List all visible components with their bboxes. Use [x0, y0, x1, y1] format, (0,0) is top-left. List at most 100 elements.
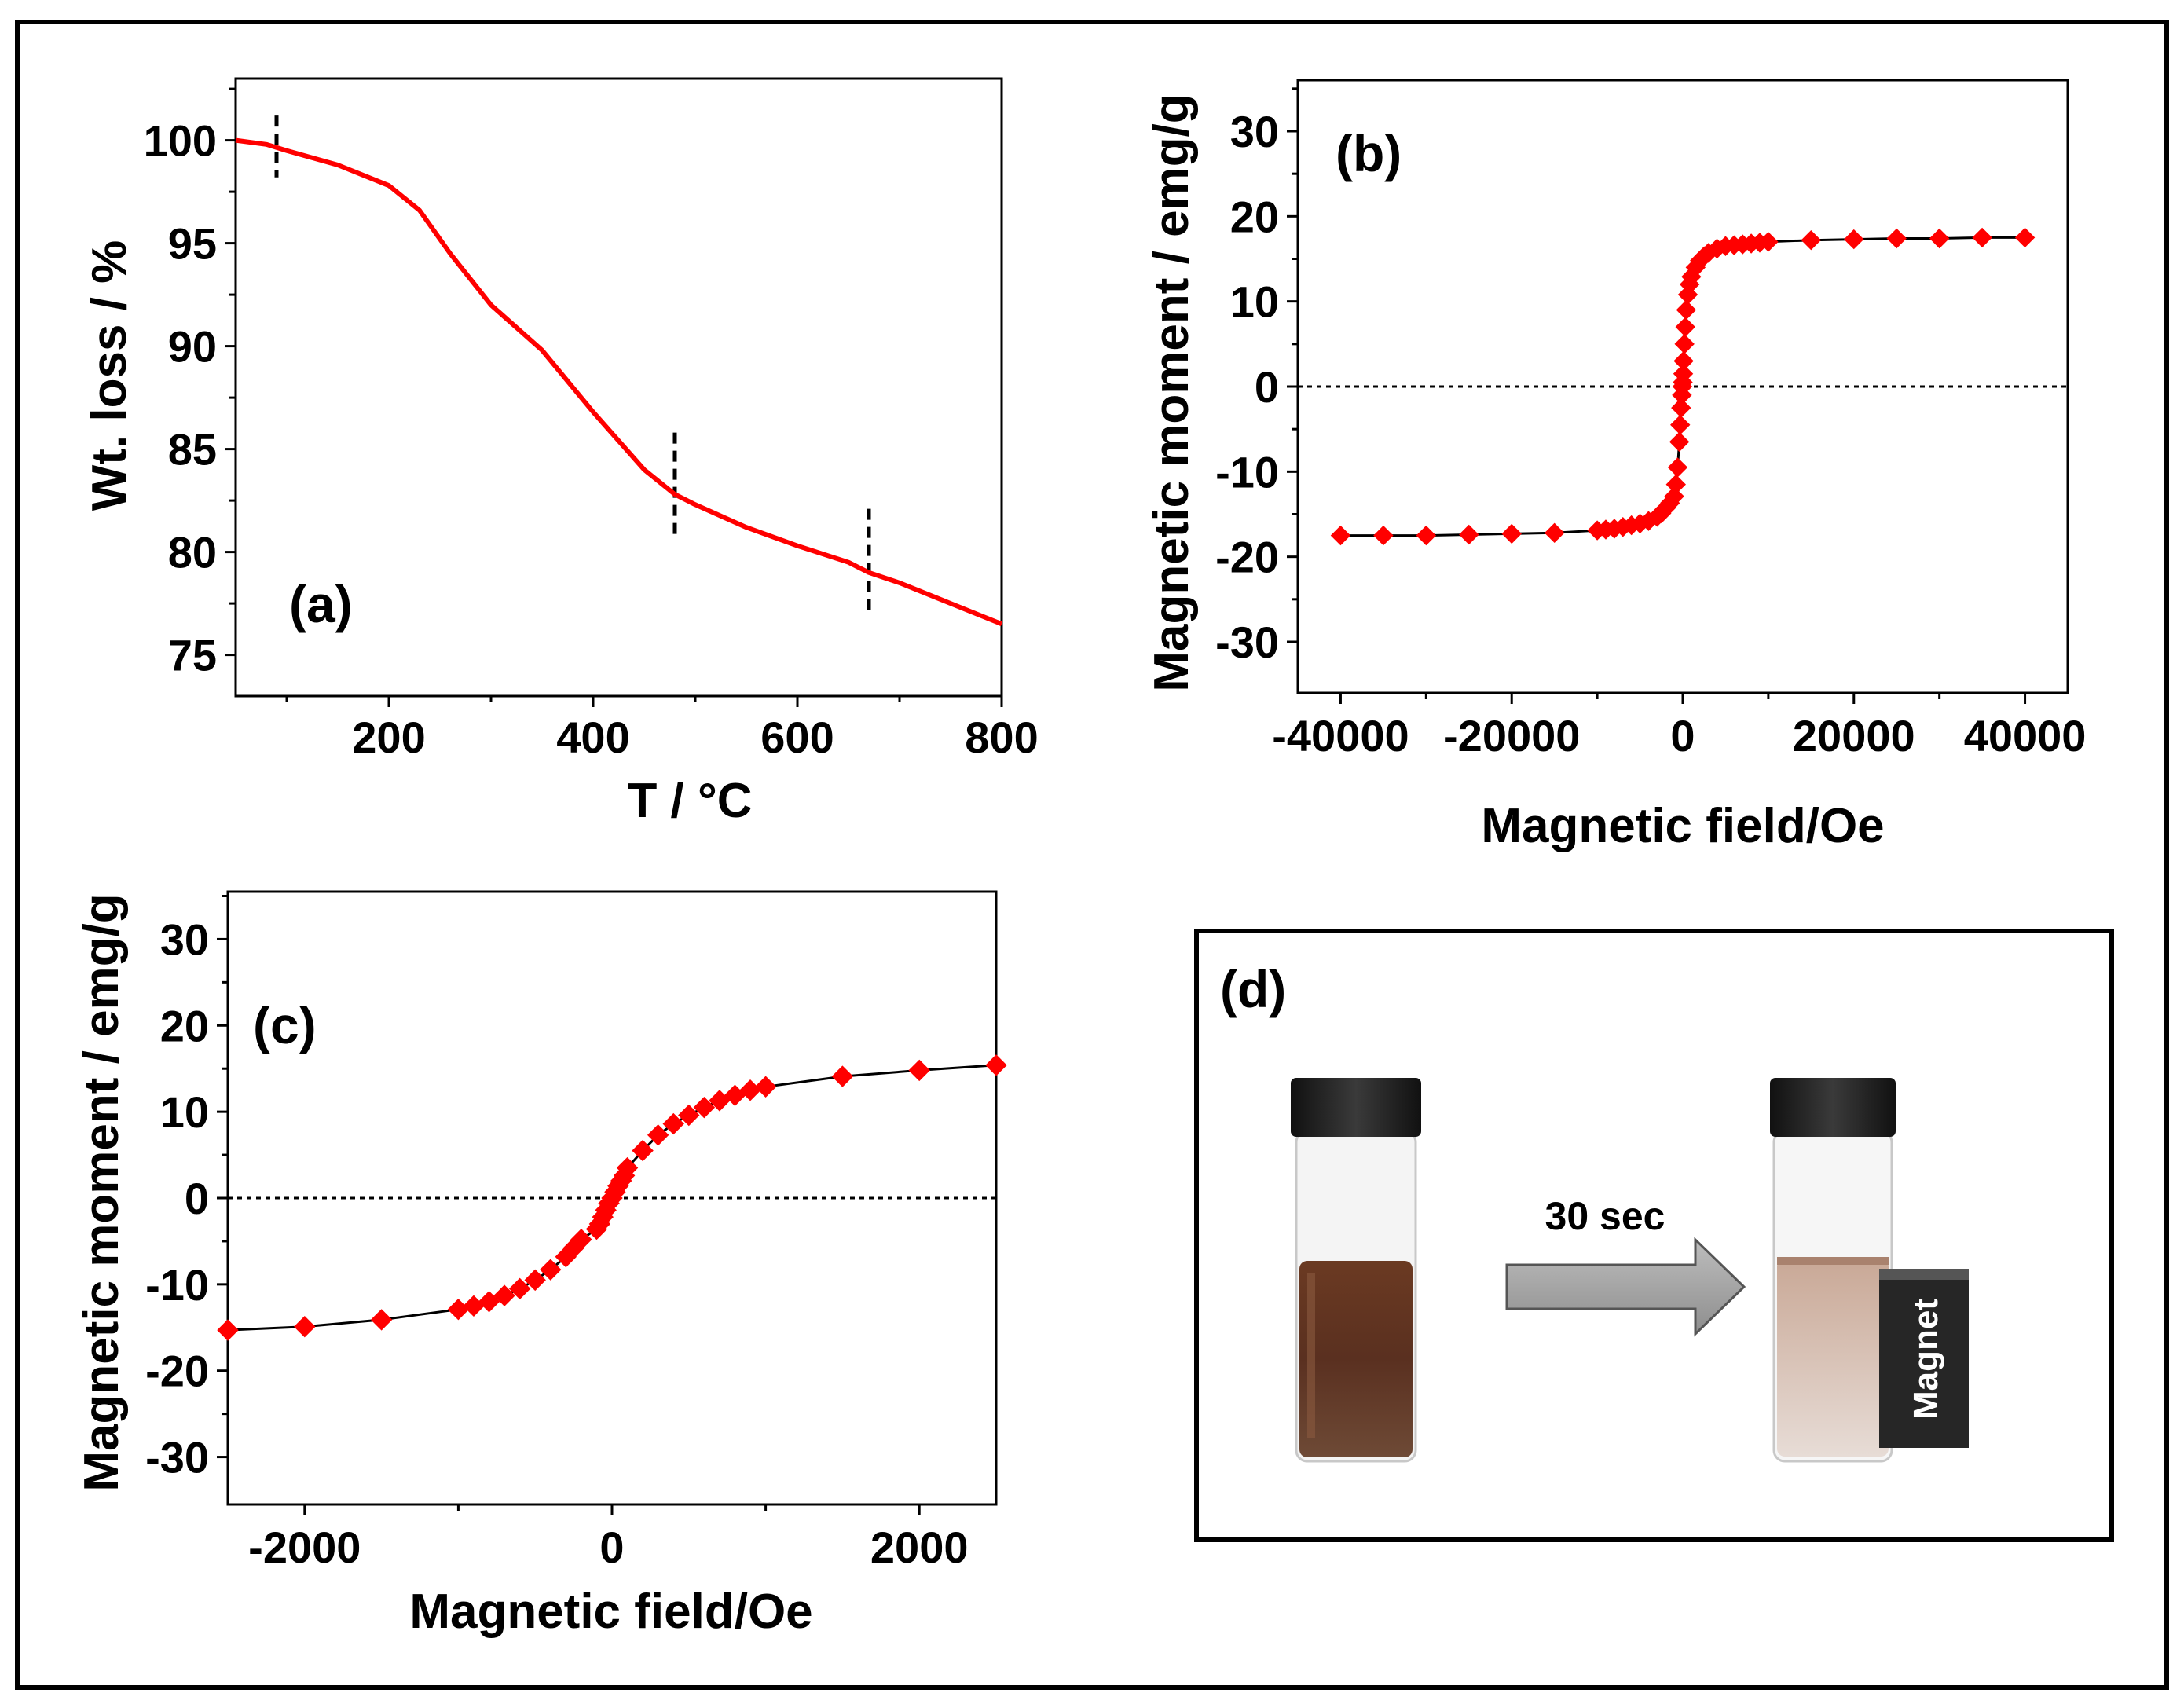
magnet-label: Magnet	[1907, 1299, 1945, 1420]
b-data-point	[1459, 524, 1479, 545]
c-data-point	[478, 1291, 500, 1313]
c-data-point	[647, 1124, 669, 1146]
panel-a-y-axis-title: Wt. loss / %	[82, 240, 137, 511]
a-y-tick-label: 80	[168, 528, 217, 577]
b-y-tick-label: -30	[1215, 617, 1279, 667]
c-data-point	[831, 1065, 854, 1087]
c-data-point	[463, 1295, 485, 1317]
a-y-tick-label: 85	[168, 425, 217, 475]
panel-b-label: (b)	[1336, 124, 1402, 182]
arrow-time-label: 30 sec	[1545, 1194, 1665, 1238]
panel-a-x-axis-title: T / °C	[627, 774, 752, 828]
vial-before-cap	[1291, 1078, 1421, 1137]
vial-before-highlight	[1307, 1273, 1315, 1438]
b-y-tick-label: 10	[1230, 277, 1279, 327]
c-y-tick-label: -20	[145, 1347, 209, 1396]
c-data-point	[294, 1315, 316, 1338]
panel-c-y-axis-title: Magnetic moment / emg/g	[75, 893, 129, 1491]
b-y-tick-label: -10	[1215, 447, 1279, 497]
b-y-tick-label: -20	[1215, 533, 1279, 582]
b-y-tick-label: 0	[1255, 362, 1279, 412]
c-x-tick-label: 0	[599, 1523, 624, 1572]
c-data-point	[570, 1229, 592, 1251]
c-y-tick-label: 0	[185, 1174, 209, 1223]
panel-a-label: (a)	[289, 575, 353, 633]
vial-after-liquid	[1777, 1259, 1889, 1457]
panel-c-label: (c)	[253, 996, 317, 1054]
b-data-point	[1844, 229, 1864, 250]
c-x-tick-label: 2000	[870, 1523, 969, 1572]
figure-frame	[15, 20, 2169, 1690]
c-data-point	[370, 1309, 393, 1331]
b-y-tick-label: 30	[1230, 107, 1279, 156]
c-y-tick-label: 30	[160, 914, 209, 964]
c-data-point	[678, 1104, 700, 1127]
b-data-point	[1929, 228, 1950, 249]
c-data-point	[508, 1277, 531, 1300]
b-data-point	[1801, 229, 1822, 251]
b-data-point	[1676, 299, 1697, 321]
b-data-point	[1667, 457, 1688, 478]
c-y-tick-label: 10	[160, 1087, 209, 1137]
a-y-tick-label: 90	[168, 322, 217, 372]
panel-c-ticks	[217, 894, 921, 1515]
c-data-point	[754, 1076, 777, 1098]
vial-before	[1291, 1078, 1421, 1463]
panel-c-tick-labels: -2000 0 2000 -30 -20 -10 0 10 20 30	[145, 914, 968, 1572]
panel-c-x-axis-title: Magnetic field/Oe	[409, 1585, 812, 1639]
panel-b-ticks	[1287, 87, 2027, 704]
a-y-tick-label: 95	[168, 219, 217, 269]
magnet-block	[1879, 1269, 1969, 1448]
c-data-point	[524, 1269, 546, 1292]
c-data-point	[985, 1054, 1007, 1076]
c-data-point	[540, 1259, 562, 1281]
b-x-tick-label: 0	[1670, 711, 1695, 760]
c-data-point	[217, 1319, 239, 1341]
b-data-point	[1671, 398, 1691, 418]
right-arrow-icon	[1505, 1237, 1746, 1337]
panel-a-ticks	[225, 87, 1003, 707]
vial-after-meniscus	[1777, 1257, 1889, 1265]
a-x-tick-label: 400	[556, 713, 629, 762]
panel-a-tick-labels: 200 400 600 800 75 80 85 90 95 100	[144, 116, 1039, 762]
c-data-point	[493, 1284, 515, 1306]
a-x-tick-label: 600	[760, 713, 834, 762]
b-x-tick-label: -40000	[1272, 711, 1409, 760]
b-data-point	[1673, 350, 1694, 372]
b-data-point	[2014, 227, 2036, 248]
panel-b-tick-labels: -40000 -20000 0 20000 40000 -30 -20 -10 0 10 20 30	[1215, 107, 2086, 760]
b-data-point	[1544, 522, 1565, 544]
panel-c-hysteresis-zoom-chart: -2000 0 2000 -30 -20 -10 0 10 20 30 (c) Magnetic …	[75, 890, 1007, 1639]
panel-a-dashed-markers	[274, 115, 871, 614]
vial-before-liquid	[1299, 1261, 1413, 1457]
c-data-point	[662, 1112, 684, 1135]
c-data-point	[616, 1156, 639, 1179]
a-y-tick-label: 100	[144, 116, 217, 166]
b-data-point	[1665, 474, 1686, 495]
panel-b-x-axis-title: Magnetic field/Oe	[1481, 799, 1884, 853]
panel-b-data-points	[1330, 227, 2036, 546]
c-y-tick-label: -10	[145, 1260, 209, 1310]
a-y-tick-label: 75	[168, 631, 217, 680]
c-data-point	[908, 1059, 930, 1082]
a-x-tick-label: 800	[965, 713, 1038, 762]
panel-d-photo: (d) 30 sec Magnet	[1194, 929, 2114, 1542]
panel-d-label: (d)	[1220, 960, 1286, 1018]
b-data-point	[1675, 317, 1695, 337]
b-data-point	[1373, 525, 1394, 546]
c-data-point	[632, 1139, 654, 1162]
c-data-point	[447, 1299, 470, 1321]
b-data-point	[1670, 415, 1691, 435]
panel-b-y-axis-title: Magnetic moment / emg/g	[1145, 93, 1199, 691]
vial-after-cap	[1770, 1078, 1896, 1137]
panel-b-hysteresis-chart: -40000 -20000 0 20000 40000-30-20-100102030 …	[1145, 79, 2086, 853]
b-y-tick-label: 20	[1230, 192, 1279, 241]
b-data-point	[1673, 364, 1694, 384]
b-x-tick-label: 40000	[1964, 711, 2087, 760]
c-y-tick-label: -30	[145, 1433, 209, 1482]
c-data-point	[693, 1096, 716, 1119]
b-data-point	[1758, 232, 1779, 252]
b-data-point	[1664, 486, 1684, 507]
b-x-tick-label: 20000	[1793, 711, 1915, 760]
